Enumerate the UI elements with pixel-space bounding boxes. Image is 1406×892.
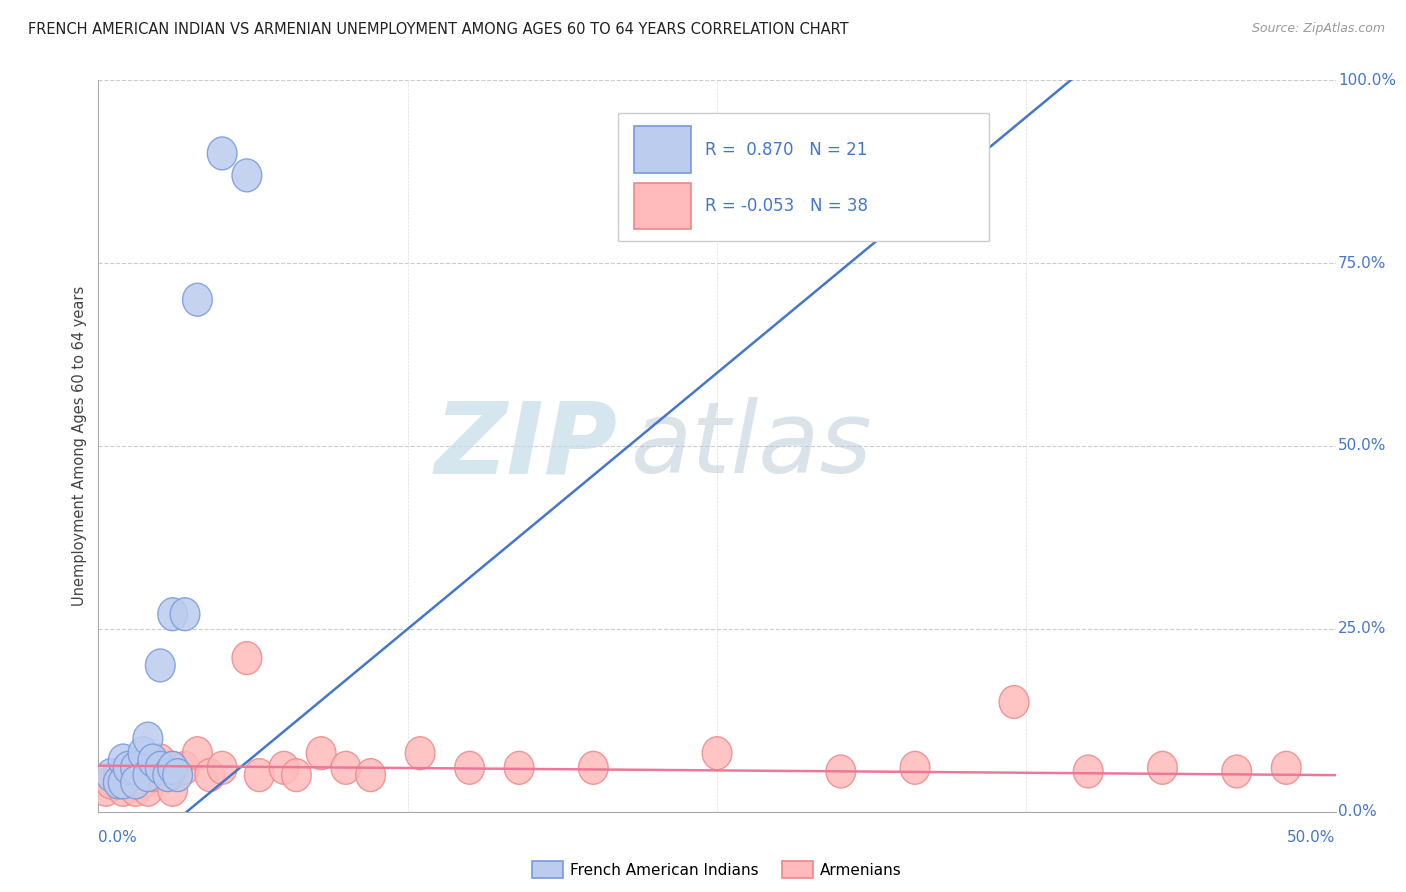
Ellipse shape: [157, 751, 187, 784]
Ellipse shape: [1147, 751, 1177, 784]
Ellipse shape: [1222, 755, 1251, 788]
Ellipse shape: [134, 773, 163, 806]
Ellipse shape: [245, 759, 274, 791]
Text: R =  0.870   N = 21: R = 0.870 N = 21: [704, 141, 868, 159]
Ellipse shape: [121, 751, 150, 784]
Ellipse shape: [121, 766, 150, 799]
FancyBboxPatch shape: [619, 113, 990, 241]
Ellipse shape: [1000, 686, 1029, 718]
FancyBboxPatch shape: [634, 127, 692, 173]
Ellipse shape: [195, 759, 225, 791]
Ellipse shape: [1073, 755, 1104, 788]
Ellipse shape: [104, 759, 134, 791]
Ellipse shape: [183, 737, 212, 770]
Ellipse shape: [1271, 751, 1301, 784]
Ellipse shape: [121, 751, 150, 784]
Ellipse shape: [157, 751, 187, 784]
FancyBboxPatch shape: [634, 183, 692, 229]
Ellipse shape: [134, 759, 163, 791]
Text: ZIP: ZIP: [434, 398, 619, 494]
Ellipse shape: [157, 598, 187, 631]
Ellipse shape: [145, 751, 176, 784]
Text: FRENCH AMERICAN INDIAN VS ARMENIAN UNEMPLOYMENT AMONG AGES 60 TO 64 YEARS CORREL: FRENCH AMERICAN INDIAN VS ARMENIAN UNEMP…: [28, 22, 849, 37]
Ellipse shape: [108, 766, 138, 799]
Ellipse shape: [207, 751, 238, 784]
Ellipse shape: [454, 751, 485, 784]
Ellipse shape: [108, 773, 138, 806]
Ellipse shape: [134, 723, 163, 755]
Ellipse shape: [269, 751, 299, 784]
Ellipse shape: [134, 751, 163, 784]
Ellipse shape: [104, 766, 134, 799]
Ellipse shape: [207, 137, 238, 169]
Ellipse shape: [108, 766, 138, 799]
Text: R = -0.053   N = 38: R = -0.053 N = 38: [704, 197, 868, 215]
Ellipse shape: [96, 766, 125, 799]
Text: 100.0%: 100.0%: [1339, 73, 1396, 87]
Ellipse shape: [108, 744, 138, 777]
Ellipse shape: [405, 737, 434, 770]
Ellipse shape: [232, 641, 262, 674]
Ellipse shape: [163, 759, 193, 791]
Ellipse shape: [578, 751, 609, 784]
Text: 0.0%: 0.0%: [98, 830, 138, 845]
Ellipse shape: [170, 598, 200, 631]
Ellipse shape: [91, 773, 121, 806]
Text: 50.0%: 50.0%: [1288, 830, 1336, 845]
Legend: French American Indians, Armenians: French American Indians, Armenians: [526, 855, 908, 885]
Ellipse shape: [281, 759, 311, 791]
Ellipse shape: [183, 284, 212, 316]
Ellipse shape: [145, 649, 176, 681]
Ellipse shape: [307, 737, 336, 770]
Ellipse shape: [825, 755, 856, 788]
Ellipse shape: [96, 759, 125, 791]
Ellipse shape: [153, 759, 183, 791]
Ellipse shape: [114, 759, 143, 791]
Ellipse shape: [330, 751, 361, 784]
Ellipse shape: [138, 759, 167, 791]
Text: 0.0%: 0.0%: [1339, 805, 1376, 819]
Ellipse shape: [505, 751, 534, 784]
Ellipse shape: [114, 751, 143, 784]
Text: 75.0%: 75.0%: [1339, 256, 1386, 270]
Ellipse shape: [356, 759, 385, 791]
Ellipse shape: [138, 744, 167, 777]
Y-axis label: Unemployment Among Ages 60 to 64 years: Unemployment Among Ages 60 to 64 years: [72, 285, 87, 607]
Ellipse shape: [145, 744, 176, 777]
Text: Source: ZipAtlas.com: Source: ZipAtlas.com: [1251, 22, 1385, 36]
Text: 50.0%: 50.0%: [1339, 439, 1386, 453]
Ellipse shape: [157, 773, 187, 806]
Ellipse shape: [128, 766, 157, 799]
Ellipse shape: [900, 751, 929, 784]
Ellipse shape: [170, 751, 200, 784]
Ellipse shape: [232, 159, 262, 192]
Text: atlas: atlas: [630, 398, 872, 494]
Ellipse shape: [702, 737, 733, 770]
Ellipse shape: [128, 737, 157, 770]
Ellipse shape: [121, 773, 150, 806]
Text: 25.0%: 25.0%: [1339, 622, 1386, 636]
